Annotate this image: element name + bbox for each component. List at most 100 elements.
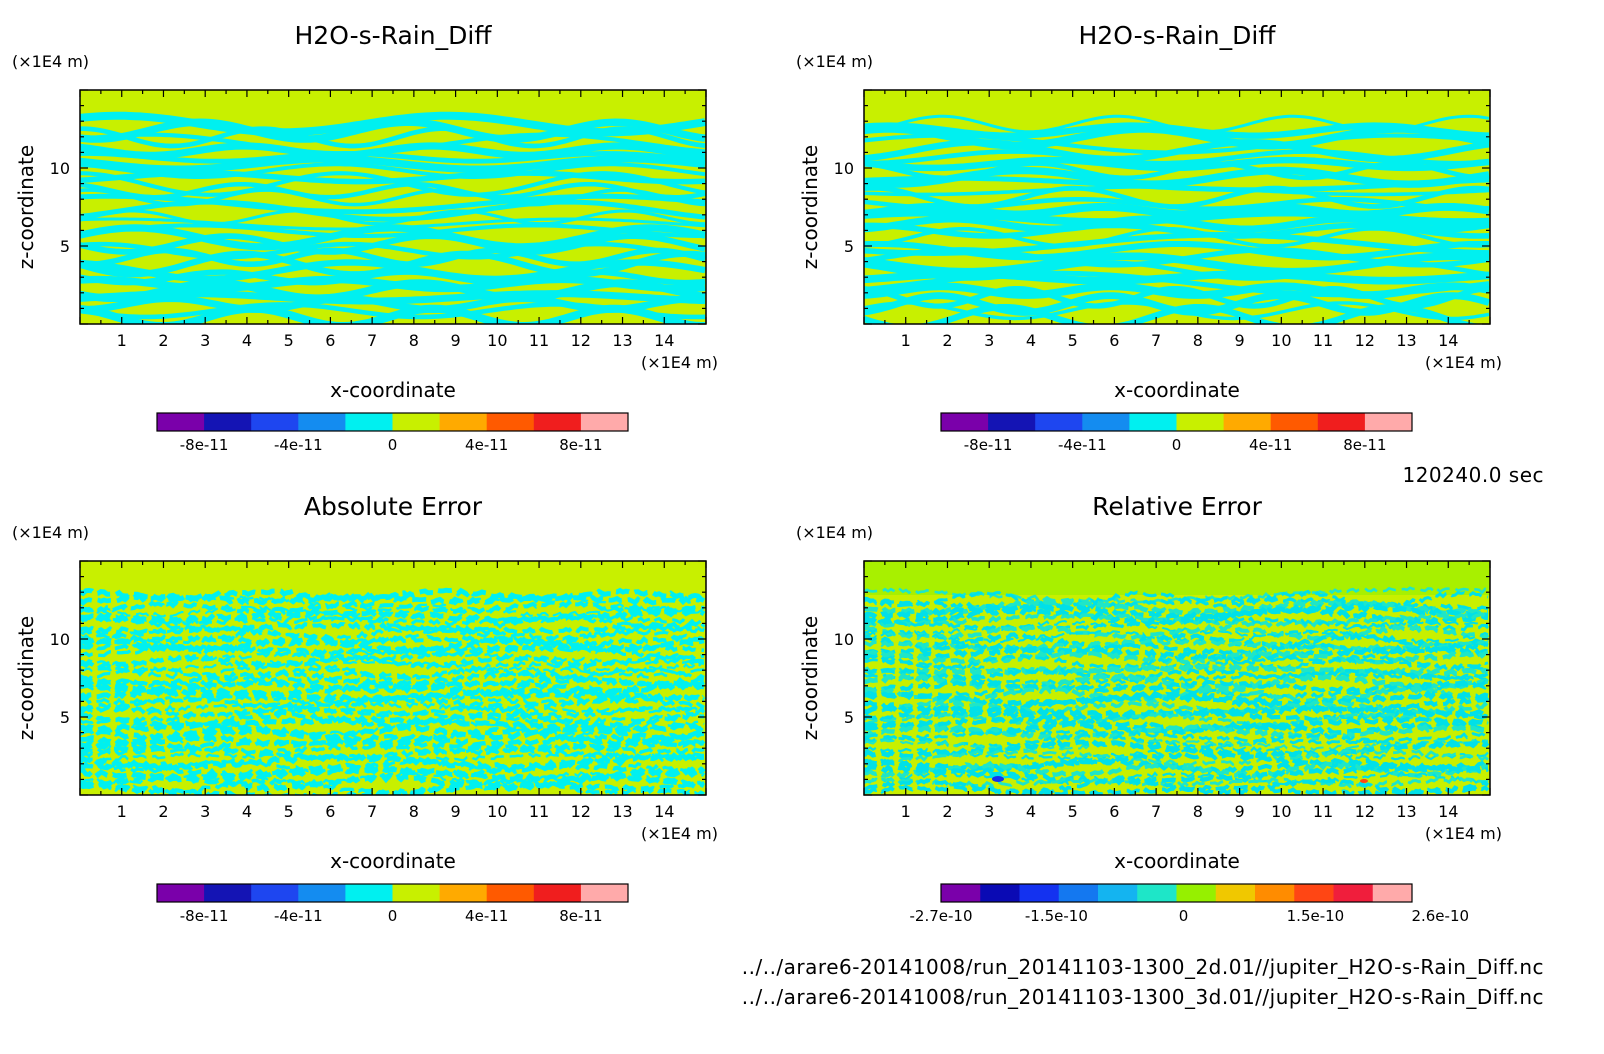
colorbar-tick-label: -2.7e-10 xyxy=(910,907,973,925)
x-tick-label: 5 xyxy=(1068,802,1078,821)
colorbar-swatch xyxy=(1223,413,1272,431)
colorbar-swatch xyxy=(439,413,488,431)
colorbar-swatch xyxy=(580,884,629,902)
file-path-2d: ../../arare6-20141008/run_20141103-1300_… xyxy=(741,955,1544,979)
y-tick-label: 5 xyxy=(60,708,70,727)
colorbar-tick-label: 4e-11 xyxy=(465,907,508,925)
colorbar-frame xyxy=(940,412,1413,432)
field-band xyxy=(80,247,706,268)
field-band xyxy=(864,202,1490,219)
x-tick-label: 7 xyxy=(367,331,377,350)
x-unit-label: (×1E4 m) xyxy=(1425,824,1502,843)
field-band xyxy=(80,223,706,239)
x-tick-label: 4 xyxy=(1026,802,1036,821)
chart-panel-2: 1 2 3 4 5 6 7 8 9 10 11 12 13 14510H2O-s-Rain_Diff(×1… xyxy=(796,21,1502,454)
colorbar-swatch xyxy=(1129,413,1177,431)
field-band xyxy=(80,723,704,742)
colorbar-swatch xyxy=(941,884,981,902)
field-band xyxy=(864,672,1489,693)
field-band xyxy=(80,746,705,761)
field-area xyxy=(864,561,1490,795)
colorbar-swatch xyxy=(392,884,441,902)
x-tick-label: 3 xyxy=(984,802,994,821)
field-spot-positive xyxy=(1360,779,1368,783)
field-band xyxy=(80,591,706,607)
chart-panel-1: 1 2 3 4 5 6 7 8 9 10 11 12 13 14510H2O-s-Rain_Diff(×1… xyxy=(12,21,718,454)
y-axis-label: z-coordinate xyxy=(798,145,822,269)
colorbar-tick-label: -8e-11 xyxy=(180,436,229,454)
field-band xyxy=(80,770,705,786)
field-band xyxy=(80,614,706,634)
field-band xyxy=(80,757,705,774)
x-tick-label: 11 xyxy=(529,802,549,821)
y-tick-label: 10 xyxy=(50,630,70,649)
colorbar-swatch xyxy=(345,884,393,902)
colorbar-tick-label: 0 xyxy=(388,907,398,925)
colorbar-swatch xyxy=(298,413,346,431)
colorbar-frame xyxy=(156,883,629,903)
x-tick-label: 12 xyxy=(571,331,591,350)
colorbar-tick-label: -4e-11 xyxy=(1058,436,1107,454)
field-band xyxy=(80,742,705,756)
y-tick-label: 10 xyxy=(50,159,70,178)
colorbar-swatch xyxy=(941,413,989,431)
x-tick-label: 11 xyxy=(1313,802,1333,821)
colorbar-tick-label: -4e-11 xyxy=(274,907,323,925)
field-band xyxy=(864,732,1489,751)
x-unit-label: (×1E4 m) xyxy=(641,353,718,372)
field-spot-negative xyxy=(992,776,1004,782)
x-unit-label: (×1E4 m) xyxy=(641,824,718,843)
field-band xyxy=(80,181,706,200)
colorbar-swatch xyxy=(1019,884,1060,902)
colorbar-tick-label: 8e-11 xyxy=(1343,436,1386,454)
x-tick-label: 3 xyxy=(984,331,994,350)
x-tick-label: 9 xyxy=(451,802,461,821)
field-area xyxy=(864,90,1490,324)
chart-title: H2O-s-Rain_Diff xyxy=(1079,21,1277,50)
x-tick-label: 11 xyxy=(529,331,549,350)
x-tick-label: 2 xyxy=(158,802,168,821)
y-unit-label: (×1E4 m) xyxy=(796,523,873,542)
field-band xyxy=(864,631,1489,651)
field-band xyxy=(864,777,1490,795)
field-band xyxy=(864,712,1489,728)
x-tick-label: 4 xyxy=(242,802,252,821)
field-band xyxy=(864,776,1489,789)
colorbar-swatch xyxy=(251,884,299,902)
field-band xyxy=(864,270,1490,285)
field-band xyxy=(864,679,1489,695)
field-band xyxy=(80,732,705,749)
field-band xyxy=(80,150,706,164)
field-band xyxy=(864,595,1489,612)
x-tick-label: 9 xyxy=(1235,802,1245,821)
colorbar-swatch xyxy=(533,413,582,431)
colorbar-tick-label: 0 xyxy=(1172,436,1182,454)
x-tick-label: 10 xyxy=(1271,331,1291,350)
x-tick-label: 6 xyxy=(325,331,335,350)
field-band xyxy=(80,665,705,683)
field-band xyxy=(864,215,1490,233)
colorbar-tick-label: 8e-11 xyxy=(559,436,602,454)
field-band xyxy=(80,290,706,305)
x-tick-label: 1 xyxy=(117,802,127,821)
field-area xyxy=(80,90,706,324)
colorbar-swatch xyxy=(1333,884,1374,902)
colorbar-swatch xyxy=(1364,413,1413,431)
field-band xyxy=(864,226,1490,248)
colorbar-swatch xyxy=(1372,884,1413,902)
y-tick-label: 5 xyxy=(844,708,854,727)
colorbar-swatch xyxy=(157,884,205,902)
x-tick-label: 9 xyxy=(1235,331,1245,350)
field-band xyxy=(80,269,706,286)
field-band xyxy=(80,599,705,616)
x-tick-label: 8 xyxy=(1193,802,1203,821)
colorbar-swatch xyxy=(1317,413,1366,431)
chart-title: Absolute Error xyxy=(304,492,483,521)
field-band xyxy=(80,678,705,695)
field-band xyxy=(80,649,705,666)
field-band xyxy=(864,770,1489,786)
x-tick-label: 14 xyxy=(1438,331,1458,350)
field-band xyxy=(864,652,1489,671)
x-tick-label: 5 xyxy=(1068,331,1078,350)
field-band xyxy=(80,623,705,642)
